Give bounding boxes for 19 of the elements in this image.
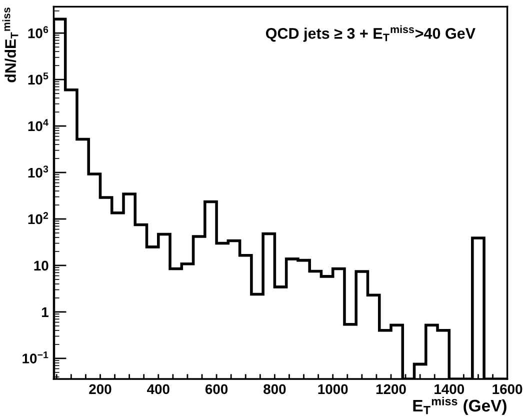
x-tick-label: 1400 bbox=[434, 384, 464, 394]
y-tick-label: 10$^{2}$ bbox=[28, 212, 48, 224]
y-axis-title: dN/dE$_{T}$$^{miss}$ bbox=[2, 8, 18, 82]
y-tick-label: 10$^{5}$ bbox=[28, 72, 48, 85]
x-axis-title: E$_{T}$$^{miss}$ (GeV) bbox=[413, 396, 506, 415]
y-tick-label: 10$^{4}$ bbox=[28, 119, 48, 132]
x-tick-label: 600 bbox=[205, 384, 228, 394]
y-tick-label: 10$^{6}$ bbox=[28, 26, 48, 38]
x-tick-label: 1200 bbox=[376, 384, 406, 394]
y-tick-label: 10 bbox=[34, 260, 48, 271]
x-tick-label: 1000 bbox=[318, 384, 348, 394]
y-tick-label: 1 bbox=[42, 307, 48, 317]
x-tick-label: 800 bbox=[264, 384, 286, 394]
x-tick-label: 1600 bbox=[492, 384, 522, 394]
x-tick-label: 400 bbox=[147, 384, 170, 394]
y-tick-label: 10$^{3}$ bbox=[28, 166, 48, 178]
x-tick-label: 200 bbox=[89, 384, 112, 394]
text: QCD jets ≥ 3 + E$_{T}$$^{miss}$>40 GeV bbox=[266, 25, 476, 42]
y-tick-label: 10$^{−1}$ bbox=[22, 351, 48, 364]
